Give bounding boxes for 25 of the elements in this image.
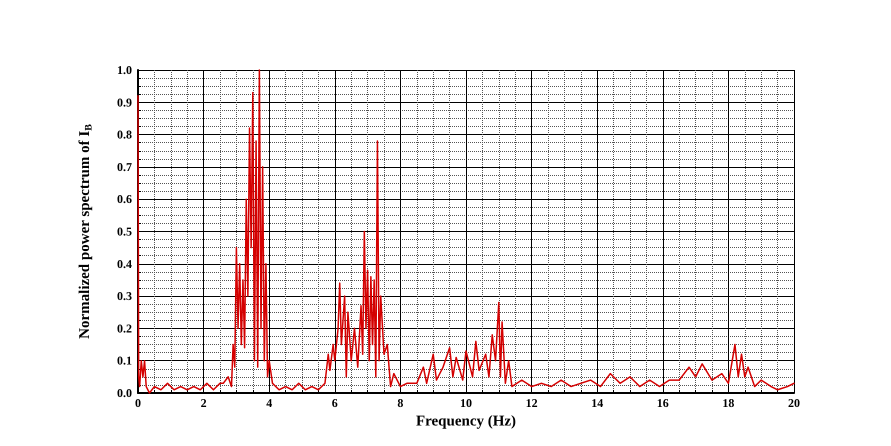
x-tick-label: 8 <box>397 396 404 410</box>
y-tick-label: 0.4 <box>117 256 132 271</box>
y-tick-label: 0.5 <box>117 224 132 238</box>
x-tick-label: 18 <box>722 396 734 410</box>
y-tick-label: 0.8 <box>117 128 132 142</box>
y-tick-label: 0.1 <box>117 354 132 368</box>
x-tick-label: 12 <box>526 396 538 410</box>
y-tick-label: 0.6 <box>117 192 132 206</box>
x-tick-label: 4 <box>266 396 272 410</box>
y-tick-label: 0.2 <box>117 321 132 336</box>
x-tick-label: 16 <box>656 396 669 410</box>
line-series <box>137 69 795 394</box>
x-tick-label: 14 <box>591 396 604 410</box>
x-tick-label: 2 <box>200 396 207 410</box>
x-tick-label: 20 <box>788 396 800 410</box>
x-tick-label: 10 <box>460 396 472 410</box>
x-axis-title: Frequency (Hz) <box>416 413 516 430</box>
x-tick-label: 6 <box>332 396 338 410</box>
y-tick-label: 0.0 <box>117 386 132 400</box>
y-axis-title: Normalized power spectrum of IB <box>77 124 94 339</box>
x-tick-label: 0 <box>135 396 141 410</box>
y-tick-label: 0.3 <box>117 289 132 304</box>
y-tick-label: 0.7 <box>117 160 132 174</box>
y-tick-label: 0.9 <box>117 95 132 110</box>
y-tick-label: 1.0 <box>117 63 132 77</box>
